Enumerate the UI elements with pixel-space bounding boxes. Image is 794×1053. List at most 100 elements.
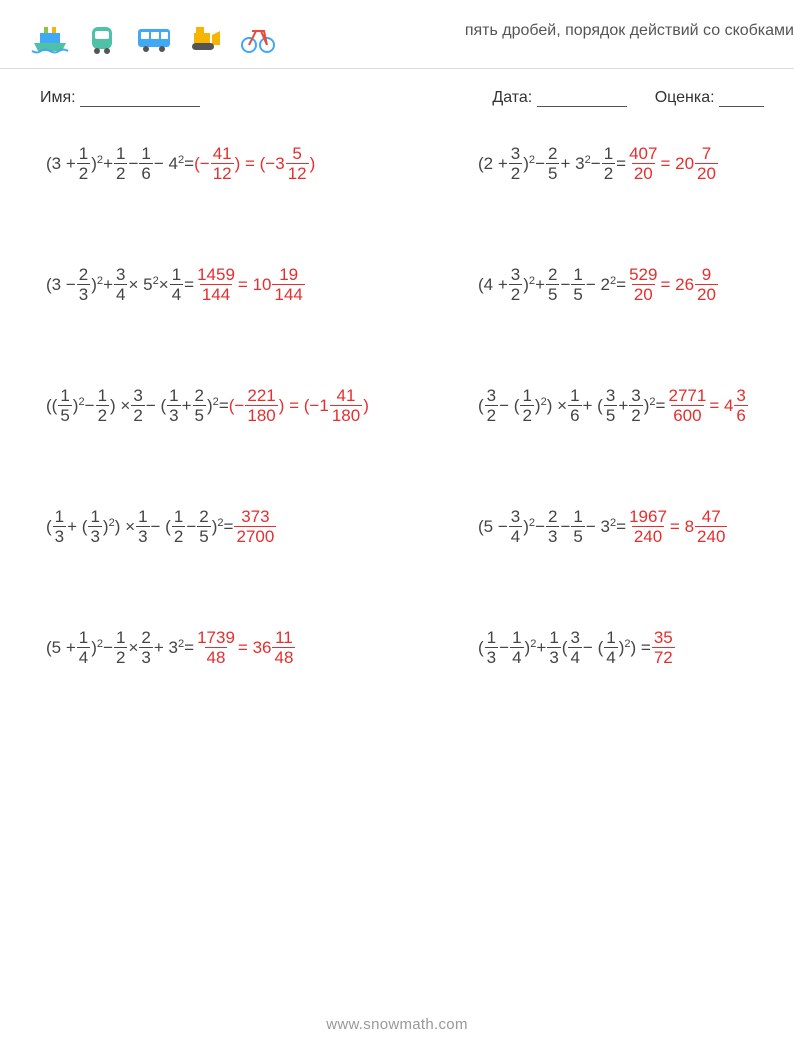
fraction: 3572 (652, 629, 675, 666)
date-blank (537, 90, 627, 107)
fraction: 14 (170, 266, 183, 303)
expr-text: 4 + (484, 275, 508, 295)
exponent: 2 (529, 517, 535, 529)
fraction: 13 (53, 508, 66, 545)
expr-text: + (618, 396, 628, 416)
fraction: 13 (88, 508, 101, 545)
expr-text: 2 + (484, 154, 508, 174)
date-field: Дата: (492, 89, 626, 107)
expr-text: × (128, 638, 138, 658)
fraction: 23 (77, 266, 90, 303)
fraction: 32 (629, 387, 642, 424)
answer: 1967240 = 847240 (626, 508, 728, 545)
fraction: 12 (96, 387, 109, 424)
fraction: 14 (604, 629, 617, 666)
expr-text: (− (194, 154, 210, 174)
fraction: 36 (734, 387, 747, 424)
exponent: 2 (610, 517, 616, 529)
fraction: 25 (546, 145, 559, 182)
fraction: 14 (77, 629, 90, 666)
expr-text: ( (478, 638, 484, 658)
fraction: 34 (509, 508, 522, 545)
fraction: 23 (546, 508, 559, 545)
train-icon (82, 21, 122, 55)
fraction: 12 (602, 145, 615, 182)
fraction: 1459144 (195, 266, 237, 303)
expr-text: 3 − (52, 275, 76, 295)
expr-text: = 10 (238, 275, 272, 295)
score-blank (719, 90, 764, 107)
worksheet-title: пять дробей, порядок действий со скобкам… (465, 22, 794, 40)
fraction: 12 (114, 629, 127, 666)
exponent: 2 (178, 154, 184, 166)
problem-row: (3 + 12)2 + 12 − 16 − 42 = (−4112) = (−3… (46, 145, 774, 182)
problems-grid: (3 + 12)2 + 12 − 16 − 42 = (−4112) = (−3… (0, 117, 794, 666)
problem-cell: (3 + 12)2 + 12 − 16 − 42 = (−4112) = (−3… (46, 145, 478, 182)
expr-text: + (103, 275, 113, 295)
answer: 3732700 (233, 508, 277, 545)
name-field: Имя: (40, 89, 200, 107)
problem-cell: (13 + (13)2) × 13 − (12 − 25)2 = 3732700 (46, 508, 478, 545)
expr-text: − ( (151, 517, 171, 537)
fraction: 52920 (627, 266, 659, 303)
expr-text: + (103, 154, 113, 174)
problem-cell: (5 + 14)2 − 12 × 23 + 32 = 173948 = 3611… (46, 629, 478, 666)
expr-text: = (656, 396, 666, 416)
expr-text: − (560, 517, 570, 537)
fraction: 15 (571, 266, 584, 303)
fraction: 13 (136, 508, 149, 545)
problem-row: ((15)2 − 12) × 32 − (13 + 25)2 = (−22118… (46, 387, 774, 424)
expr-text: = 4 (709, 396, 733, 416)
expr-text: − ( (146, 396, 166, 416)
expr-text: 5 + (52, 638, 76, 658)
fraction: 512 (286, 145, 309, 182)
expr-text: − (535, 154, 545, 174)
fraction: 4112 (211, 145, 234, 182)
fraction: 15 (571, 508, 584, 545)
fraction: 173948 (195, 629, 237, 666)
name-blank (80, 90, 200, 107)
fraction: 13 (547, 629, 560, 666)
fraction: 19144 (272, 266, 304, 303)
expr-text: = 26 (660, 275, 694, 295)
fraction: 14 (510, 629, 523, 666)
expr-text: 3 + (52, 154, 76, 174)
meta-row: Имя: Дата: Оценка: (0, 69, 794, 117)
fraction: 34 (568, 629, 581, 666)
expr-text: ) × (547, 396, 567, 416)
expr-text: ) (363, 396, 369, 416)
expr-text: − (186, 517, 196, 537)
exponent: 2 (610, 275, 616, 287)
bicycle-icon (238, 21, 278, 55)
expr-text: − ( (499, 396, 519, 416)
exponent: 2 (585, 154, 591, 166)
expr-text: − 2 (586, 275, 610, 295)
exponent: 2 (97, 154, 103, 166)
expr-text: = (616, 275, 626, 295)
expr-text: = (224, 517, 234, 537)
answer: (−4112) = (−3512 ) (194, 145, 315, 182)
answer: 3572 (651, 629, 676, 666)
fraction: 25 (197, 508, 210, 545)
exponent: 2 (178, 638, 184, 650)
expr-text: = (616, 154, 626, 174)
expr-text: = 8 (670, 517, 694, 537)
fraction: 23 (139, 629, 152, 666)
expr-text: − (591, 154, 601, 174)
problem-cell: (4 + 32)2 + 25 − 15 − 22 = 52920 = 26920 (478, 266, 774, 303)
bulldozer-icon (186, 21, 226, 55)
fraction: 13 (485, 629, 498, 666)
fraction: 12 (172, 508, 185, 545)
fraction: 13 (167, 387, 180, 424)
answer: 1459144 = 1019144 (194, 266, 306, 303)
expr-text: − 4 (154, 154, 178, 174)
fraction: 41180 (330, 387, 362, 424)
fraction: 12 (114, 145, 127, 182)
answer: 52920 = 26920 (626, 266, 719, 303)
expr-text: − (85, 396, 95, 416)
exponent: 2 (530, 638, 536, 650)
fraction: 920 (695, 266, 718, 303)
header: пять дробей, порядок действий со скобкам… (0, 0, 794, 69)
expr-text: = (219, 396, 229, 416)
problem-cell: ((15)2 − 12) × 32 − (13 + 25)2 = (−22118… (46, 387, 478, 424)
